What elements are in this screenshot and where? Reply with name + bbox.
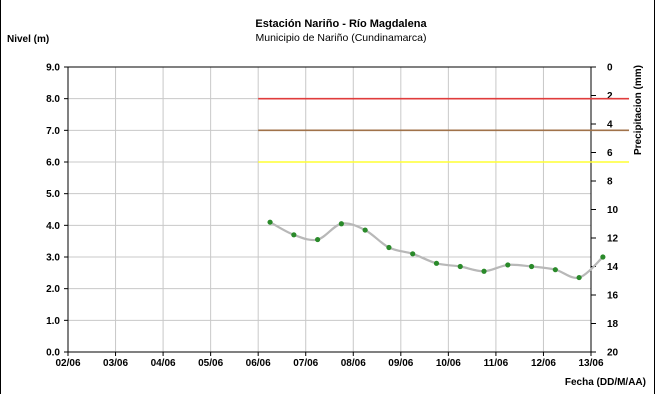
y2-tick-label: 14 xyxy=(607,262,619,273)
x-tick-label: 11/06 xyxy=(484,358,509,369)
chart-subtitle: Municipio de Nariño (Cundinamarca) xyxy=(256,32,427,44)
data-point xyxy=(505,262,511,268)
y-axis-title: Nivel (m) xyxy=(7,34,49,45)
x-tick-label: 03/06 xyxy=(103,358,128,369)
y-tick-label: 4.0 xyxy=(46,221,60,232)
x-tick-label: 06/06 xyxy=(246,358,271,369)
plot-area: 02/06 03/06 04/06 05/06 06/06 07/06 08/06 09/06… xyxy=(46,63,630,369)
data-point xyxy=(552,267,558,273)
y2-tick-label: 20 xyxy=(607,348,619,359)
data-point xyxy=(267,219,273,225)
y-tick-label: 6.0 xyxy=(46,158,60,169)
data-point xyxy=(338,221,344,227)
x-tick-label: 02/06 xyxy=(55,358,80,369)
data-point xyxy=(481,268,487,274)
x-tick-label: 12/06 xyxy=(531,358,556,369)
x-tick-label: 04/06 xyxy=(151,358,176,369)
y2-tick-label: 6 xyxy=(607,148,613,159)
y2-tick-label: 16 xyxy=(607,291,619,302)
x-tick-label: 10/06 xyxy=(436,358,461,369)
y-tick-label: 9.0 xyxy=(46,63,60,74)
x-tick-label: 08/06 xyxy=(341,358,366,369)
data-point xyxy=(600,254,606,260)
data-point xyxy=(433,260,440,266)
y2-tick-label: 18 xyxy=(607,319,619,330)
x-tick-label: 09/06 xyxy=(388,358,413,369)
y-tick-label: 2.0 xyxy=(46,284,60,295)
y-tick-label: 3.0 xyxy=(46,253,60,264)
data-point xyxy=(291,232,297,238)
x-axis-title: Fecha (DD/M/AA) xyxy=(565,377,646,388)
y-tick-label: 0.0 xyxy=(46,348,60,359)
y2-tick-label: 4 xyxy=(607,120,613,131)
y-tick-label: 8.0 xyxy=(46,94,60,105)
y2-tick-label: 8 xyxy=(607,177,613,188)
data-point xyxy=(362,227,368,233)
x-tick-label: 13/06 xyxy=(578,358,603,369)
y2-axis-title: Precipitacion (mm) xyxy=(633,65,644,155)
y2-tick-label: 0 xyxy=(607,63,613,74)
data-point xyxy=(410,251,416,257)
chart-title: Estación Nariño - Río Magdalena xyxy=(255,18,427,30)
y-tick-label: 5.0 xyxy=(46,189,60,200)
data-point xyxy=(315,236,321,243)
y2-tick-label: 10 xyxy=(607,205,619,216)
y-tick-label: 1.0 xyxy=(46,316,60,327)
data-point xyxy=(386,244,392,251)
x-tick-label: 07/06 xyxy=(293,358,318,369)
data-point xyxy=(457,263,463,270)
data-point xyxy=(576,274,582,281)
y2-tick-label: 2 xyxy=(607,91,613,102)
y2-tick-label: 12 xyxy=(607,234,619,245)
data-point xyxy=(528,263,535,270)
x-tick-label: 05/06 xyxy=(198,358,223,369)
y-tick-label: 7.0 xyxy=(46,126,60,137)
plot-border xyxy=(67,66,592,353)
